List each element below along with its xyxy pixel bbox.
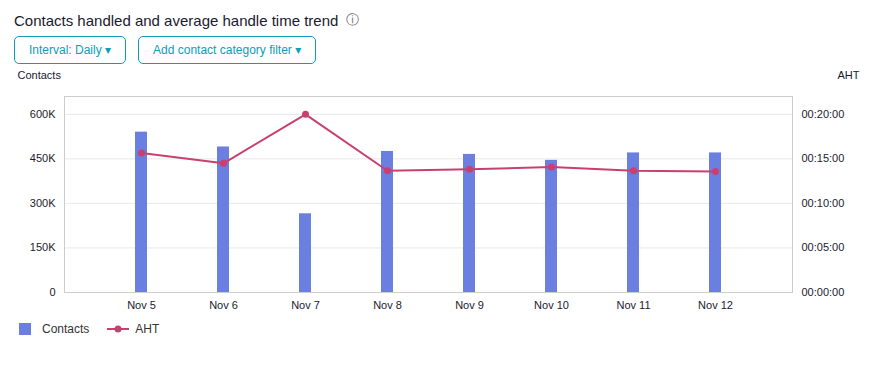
- svg-text:Nov 12: Nov 12: [698, 299, 733, 311]
- svg-text:00:15:00: 00:15:00: [802, 152, 845, 164]
- svg-text:150K: 150K: [30, 241, 56, 253]
- svg-text:AHT: AHT: [838, 69, 860, 81]
- svg-text:Contacts: Contacts: [18, 69, 62, 81]
- svg-text:00:20:00: 00:20:00: [802, 108, 845, 120]
- svg-text:Nov 6: Nov 6: [209, 299, 238, 311]
- html-text:Interval: Daily ▾: Interval: Daily ▾: [29, 43, 112, 57]
- svg-text:Nov 10: Nov 10: [534, 299, 569, 311]
- svg-text:00:10:00: 00:10:00: [802, 197, 845, 209]
- svg-text:00:00:00: 00:00:00: [802, 286, 845, 298]
- svg-text:450K: 450K: [30, 152, 56, 164]
- svg-text:Nov 5: Nov 5: [127, 299, 156, 311]
- svg-text:300K: 300K: [30, 197, 56, 209]
- svg-text:Nov 7: Nov 7: [291, 299, 320, 311]
- svg-text:Nov 8: Nov 8: [373, 299, 402, 311]
- svg-text:600K: 600K: [30, 108, 56, 120]
- svg-text:Nov 11: Nov 11: [616, 299, 650, 311]
- html-text:Add contact category filter ▾: Add contact category filter ▾: [153, 43, 302, 57]
- html-text:Contacts handled and average h: Contacts handled and average handle time…: [14, 11, 339, 29]
- html-text:AHT: AHT: [135, 322, 160, 336]
- html-text:Contacts: Contacts: [42, 322, 90, 336]
- svg-text:00:05:00: 00:05:00: [802, 241, 845, 253]
- svg-text:0: 0: [49, 286, 55, 298]
- svg-text:Nov 9: Nov 9: [455, 299, 484, 311]
